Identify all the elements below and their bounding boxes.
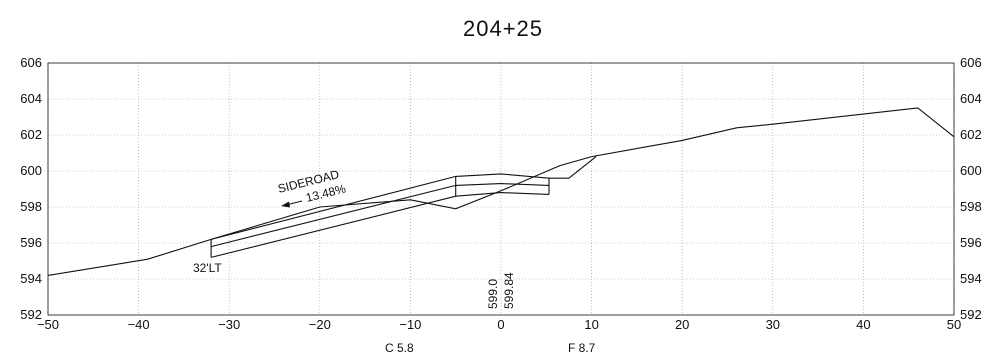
y-tick-label-left: 606 bbox=[20, 55, 42, 70]
y-tick-label-left: 600 bbox=[20, 163, 42, 178]
x-tick-label: 20 bbox=[675, 317, 689, 332]
fill-label: F 8.7 bbox=[568, 341, 596, 355]
series-lines bbox=[47, 107, 955, 276]
proposed-elevation-label: 599.84 bbox=[502, 272, 516, 309]
y-tick-label-left: 596 bbox=[20, 235, 42, 250]
existing-elevation-label: 599.0 bbox=[486, 279, 500, 309]
cut-label: C 5.8 bbox=[385, 341, 414, 355]
y-tick-label-left: 602 bbox=[20, 127, 42, 142]
x-tick-label: 50 bbox=[947, 317, 961, 332]
pavement-bottom-line bbox=[210, 192, 550, 258]
y-tick-label-left: 598 bbox=[20, 199, 42, 214]
x-tick-label: −30 bbox=[218, 317, 240, 332]
y-tick-label-right: 594 bbox=[960, 271, 982, 286]
x-tick-label: 40 bbox=[856, 317, 870, 332]
chart-title: 204+25 bbox=[463, 16, 543, 41]
y-tick-label-right: 598 bbox=[960, 199, 982, 214]
x-tick-label: −20 bbox=[309, 317, 331, 332]
y-tick-label-right: 600 bbox=[960, 163, 982, 178]
y-tick-label-right: 602 bbox=[960, 127, 982, 142]
existing-ground-line bbox=[47, 107, 955, 276]
y-tick-label-right: 604 bbox=[960, 91, 982, 106]
slope-leader bbox=[281, 200, 303, 208]
y-tick-label-left: 594 bbox=[20, 271, 42, 286]
arrowhead-icon bbox=[281, 201, 290, 208]
offset-label: 32'LT bbox=[193, 261, 222, 275]
x-tick-label: −50 bbox=[37, 317, 59, 332]
x-tick-label: −10 bbox=[399, 317, 421, 332]
subgrade-line bbox=[210, 183, 550, 248]
x-tick-label: 30 bbox=[766, 317, 780, 332]
y-tick-label-right: 592 bbox=[960, 307, 982, 322]
grid bbox=[47, 62, 955, 316]
y-tick-label-left: 592 bbox=[20, 307, 42, 322]
y-tick-label-right: 596 bbox=[960, 235, 982, 250]
x-tick-label: 0 bbox=[497, 317, 504, 332]
x-tick-label: 10 bbox=[584, 317, 598, 332]
y-tick-label-right: 606 bbox=[960, 55, 982, 70]
y-tick-label-left: 604 bbox=[20, 91, 42, 106]
plot-frame bbox=[47, 62, 955, 316]
x-tick-label: −40 bbox=[128, 317, 150, 332]
proposed-surface-line bbox=[210, 156, 597, 240]
